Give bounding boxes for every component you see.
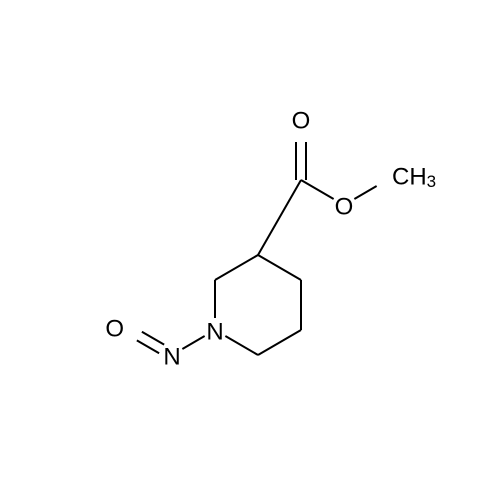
bond-line (215, 255, 258, 280)
atom-label-N_ring: N (206, 318, 223, 345)
bonds-layer (137, 142, 377, 355)
atom-label-O_dbl: O (292, 107, 311, 134)
bond-line (142, 332, 164, 345)
bond-line (137, 340, 159, 353)
atom-label-O_nitroso: O (105, 315, 124, 342)
atom-label-CH3: CH3 (392, 163, 436, 191)
atom-labels-layer: O O CH3 NN O (105, 107, 436, 370)
bond-line (225, 336, 258, 355)
bond-line (258, 180, 301, 255)
bond-line (182, 336, 204, 349)
bond-line (301, 180, 334, 199)
bond-line (258, 330, 301, 355)
atom-label-O_ester: O (335, 193, 354, 220)
molecule-diagram: O O CH3 NN O (0, 0, 500, 500)
atom-label-sub: 3 (427, 172, 436, 191)
atom-label-N_nitroso: N (163, 343, 180, 370)
bond-line (258, 255, 301, 280)
bond-line (354, 186, 376, 199)
